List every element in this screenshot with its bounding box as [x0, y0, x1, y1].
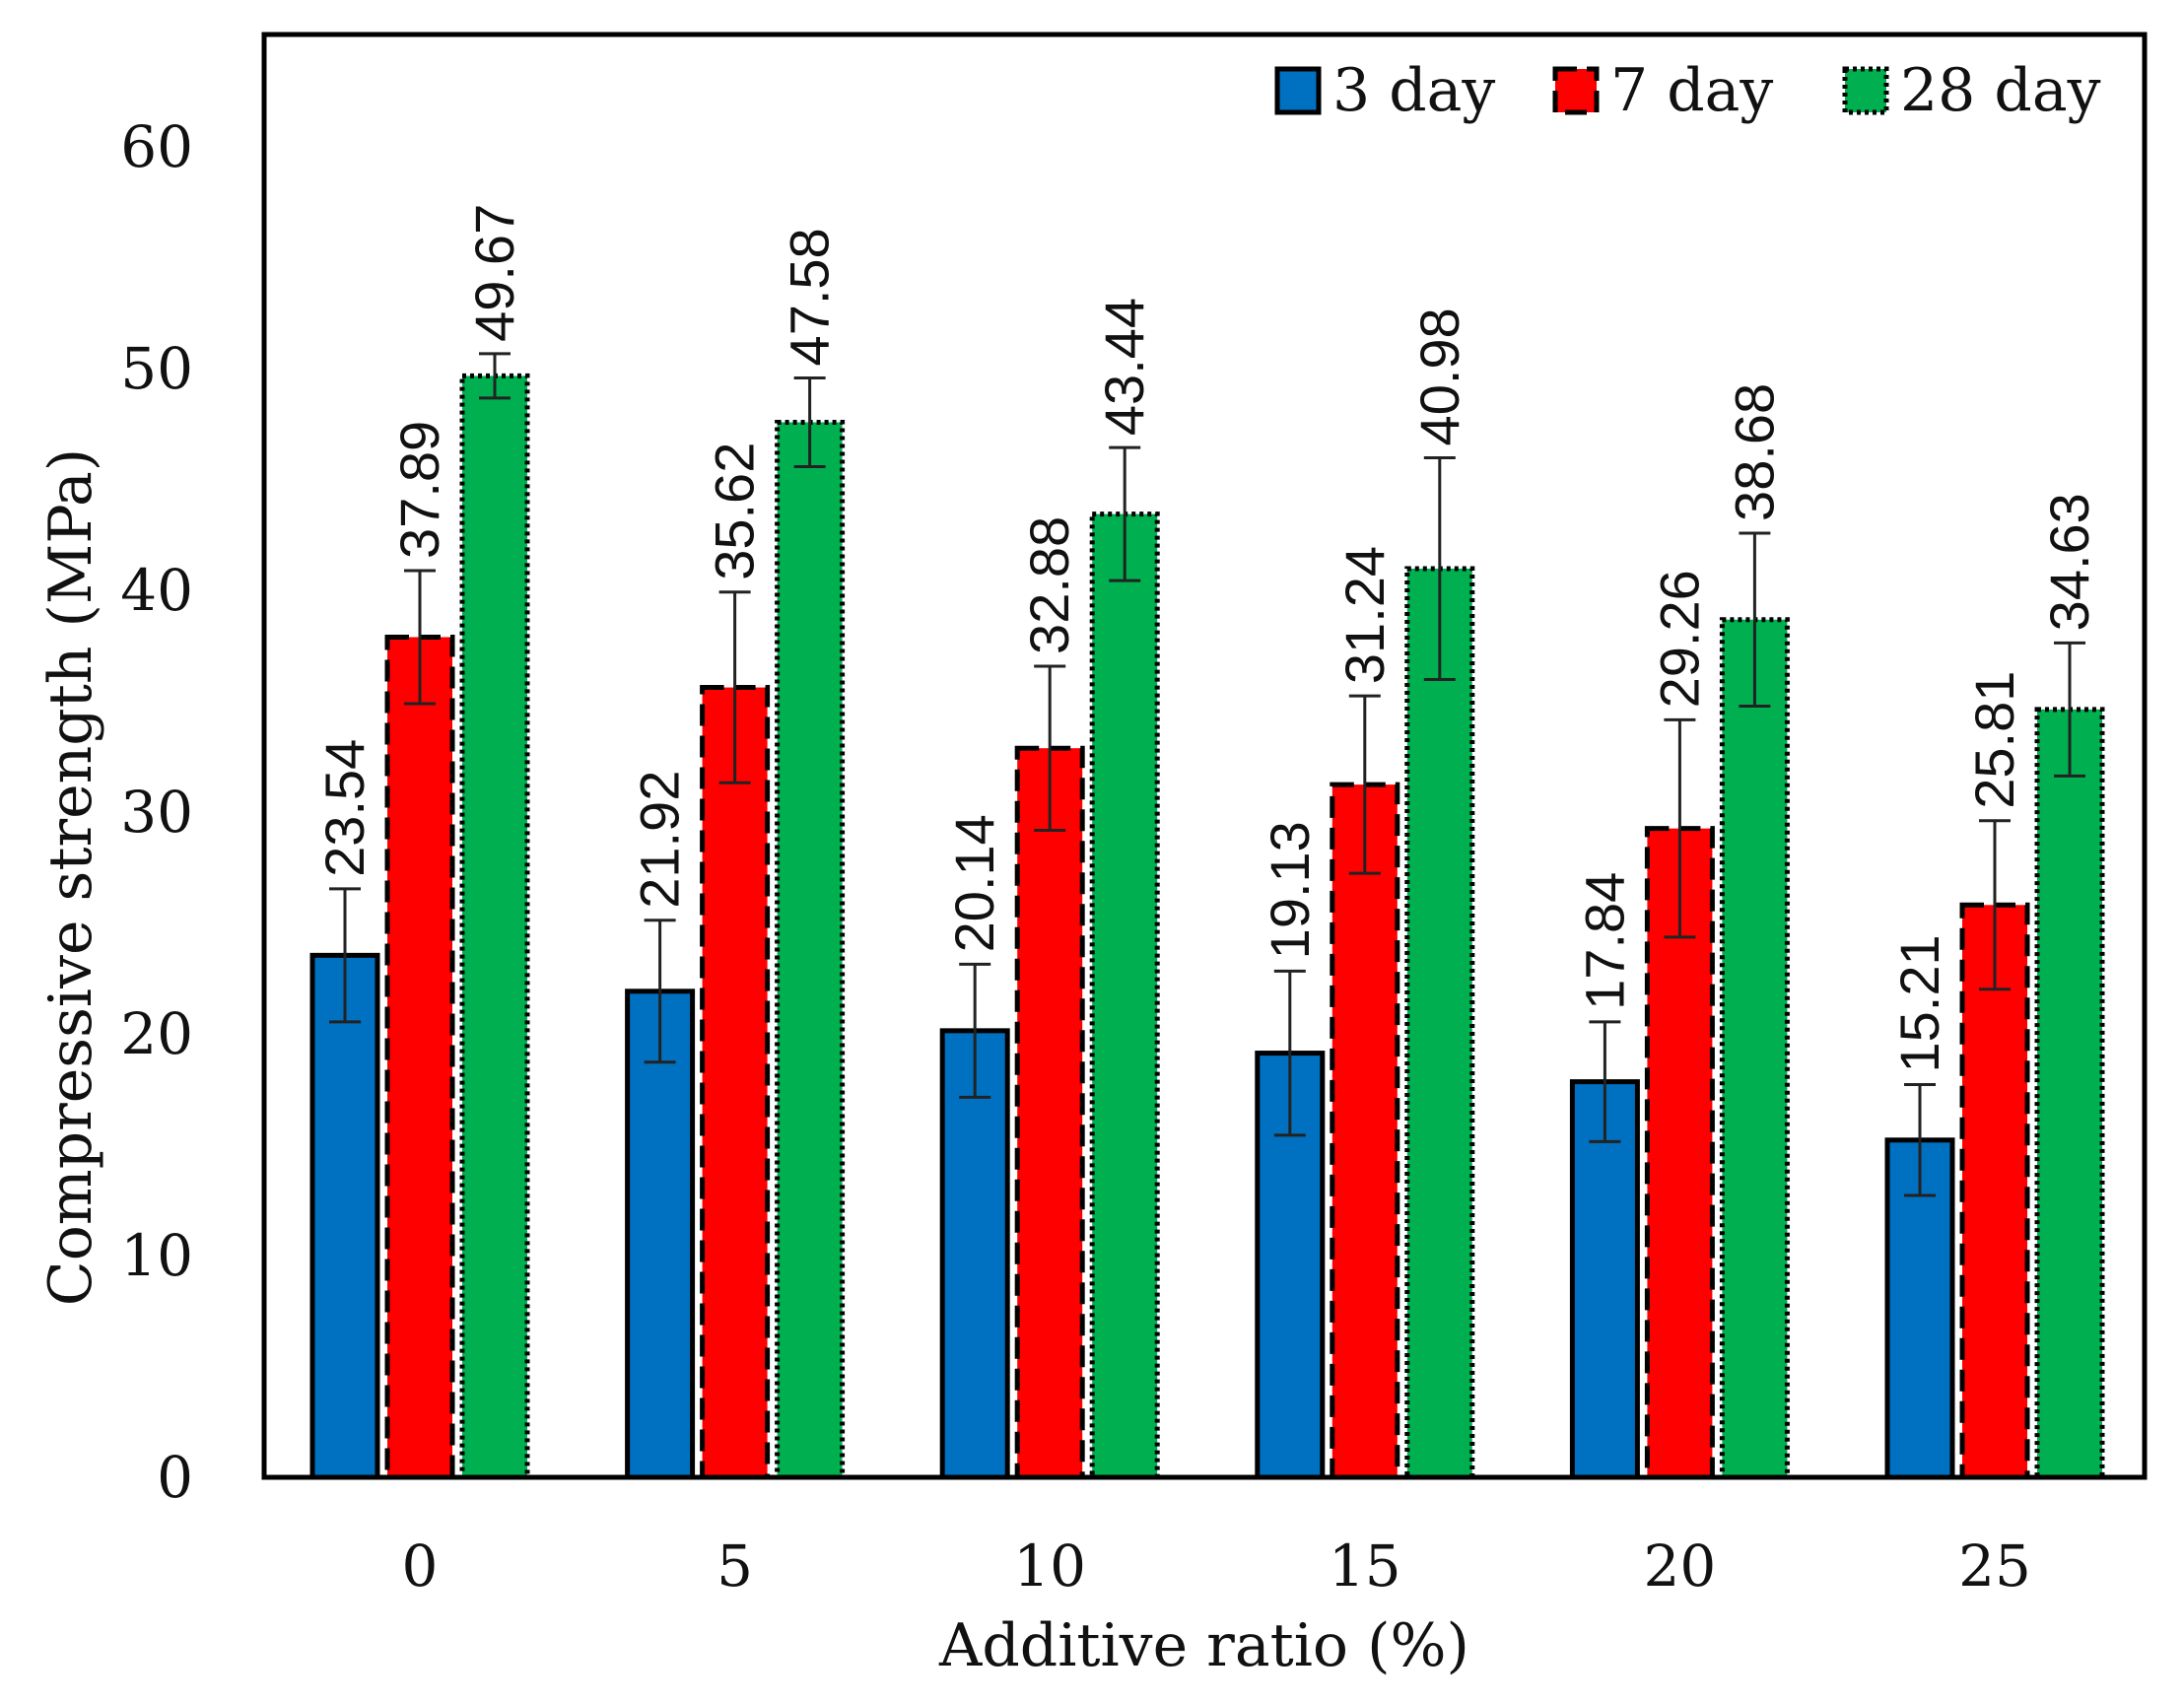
bar-28-day-20 [1719, 617, 1790, 1480]
data-label-7-day-20: 29.26 [1648, 570, 1710, 708]
x-tick-label-10: 10 [1013, 1533, 1086, 1600]
bar-28-day-10 [1089, 511, 1160, 1480]
data-label-3-day-0: 23.54 [313, 739, 375, 877]
y-tick-label-30: 30 [120, 779, 193, 846]
bar-28-day-0 [459, 373, 530, 1480]
error-bar-7-day-20 [1664, 717, 1696, 939]
data-label-28-day-0: 49.67 [463, 204, 525, 342]
legend-swatch-3-day [1274, 66, 1322, 115]
error-bar-28-day-5 [793, 375, 826, 468]
data-label-7-day-0: 37.89 [388, 421, 450, 559]
x-tick-label-20: 20 [1643, 1533, 1716, 1600]
bar-28-day-5 [775, 419, 846, 1480]
x-tick-label-5: 5 [717, 1533, 753, 1600]
x-axis-title: Additive ratio (%) [938, 1611, 1469, 1680]
error-bar-7-day-5 [718, 590, 751, 784]
error-bar-3-day-20 [1589, 1020, 1621, 1143]
error-bar-28-day-25 [2054, 641, 2085, 778]
y-axis-ticks: 0 10 20 30 40 50 60 [120, 113, 193, 1511]
data-label-28-day-10: 43.44 [1093, 298, 1155, 436]
legend-item-7-day: 7 day [1552, 56, 1773, 125]
data-label-28-day-15: 40.98 [1408, 307, 1470, 445]
error-bar-3-day-5 [644, 919, 676, 1064]
error-bar-3-day-10 [959, 962, 991, 1099]
y-tick-label-0: 0 [157, 1444, 193, 1511]
legend-label-7-day: 7 day [1610, 56, 1773, 125]
legend-label-3-day: 3 day [1332, 56, 1495, 125]
legend-item-28-day: 28 day [1842, 56, 2101, 125]
bars-layer [264, 373, 2145, 1480]
x-tick-label-15: 15 [1329, 1533, 1401, 1600]
y-tick-label-40: 40 [120, 557, 193, 624]
data-labels-layer: 23.54 37.89 49.67 21.92 35.62 47.58 20.14 32.88… [313, 204, 2100, 1073]
data-label-3-day-20: 17.84 [1573, 872, 1635, 1010]
data-label-7-day-10: 32.88 [1018, 516, 1080, 654]
bar-7-day-10 [1014, 745, 1085, 1480]
data-label-7-day-25: 25.81 [1963, 671, 2025, 809]
x-tick-label-0: 0 [402, 1533, 439, 1600]
data-label-28-day-20: 38.68 [1723, 383, 1785, 521]
legend-item-3-day: 3 day [1274, 56, 1495, 125]
bar-3-day-0 [309, 952, 380, 1480]
bar-3-day-5 [625, 988, 696, 1480]
legend-label-28-day: 28 day [1900, 56, 2101, 125]
x-axis-ticks: 0 5 10 15 20 25 [402, 1533, 2031, 1600]
error-bar-28-day-20 [1739, 531, 1771, 708]
bar-7-day-0 [384, 634, 455, 1480]
data-label-28-day-25: 34.63 [2038, 493, 2100, 631]
bar-7-day-25 [1959, 902, 2030, 1480]
error-bar-3-day-25 [1904, 1083, 1936, 1197]
data-label-28-day-5: 47.58 [779, 228, 841, 366]
y-tick-label-60: 60 [120, 113, 193, 180]
bar-28-day-25 [2034, 707, 2105, 1480]
legend-swatch-28-day [1842, 66, 1889, 115]
data-label-3-day-15: 19.13 [1259, 821, 1321, 959]
error-bar-7-day-25 [1979, 819, 2011, 991]
bar-3-day-15 [1255, 1051, 1326, 1480]
y-tick-label-50: 50 [120, 335, 193, 402]
data-label-3-day-5: 21.92 [629, 771, 691, 909]
data-label-7-day-5: 35.62 [704, 443, 766, 580]
error-bar-28-day-15 [1423, 455, 1456, 681]
y-axis-title: Compressive strength (MPa) [36, 448, 105, 1306]
data-label-7-day-15: 31.24 [1333, 546, 1396, 684]
error-bar-7-day-10 [1034, 664, 1066, 832]
error-bar-3-day-15 [1273, 969, 1306, 1137]
bar-7-day-5 [700, 685, 771, 1480]
data-label-3-day-25: 15.21 [1888, 934, 1950, 1072]
error-bars-layer [329, 352, 2085, 1197]
error-bar-7-day-15 [1348, 694, 1381, 875]
bar-28-day-15 [1404, 566, 1475, 1480]
legend: 3 day 7 day 28 day [1274, 56, 2101, 125]
y-tick-label-10: 10 [120, 1222, 193, 1289]
error-bar-28-day-0 [479, 352, 511, 400]
error-bar-3-day-0 [329, 887, 361, 1024]
data-label-3-day-10: 20.14 [943, 814, 1005, 952]
x-tick-label-25: 25 [1958, 1533, 2031, 1600]
plot-frame [261, 32, 2148, 1480]
bar-7-day-15 [1330, 782, 1400, 1480]
error-bar-7-day-0 [404, 569, 436, 706]
error-bar-28-day-10 [1109, 445, 1141, 582]
y-tick-label-20: 20 [120, 1000, 193, 1067]
legend-swatch-7-day [1552, 66, 1600, 115]
